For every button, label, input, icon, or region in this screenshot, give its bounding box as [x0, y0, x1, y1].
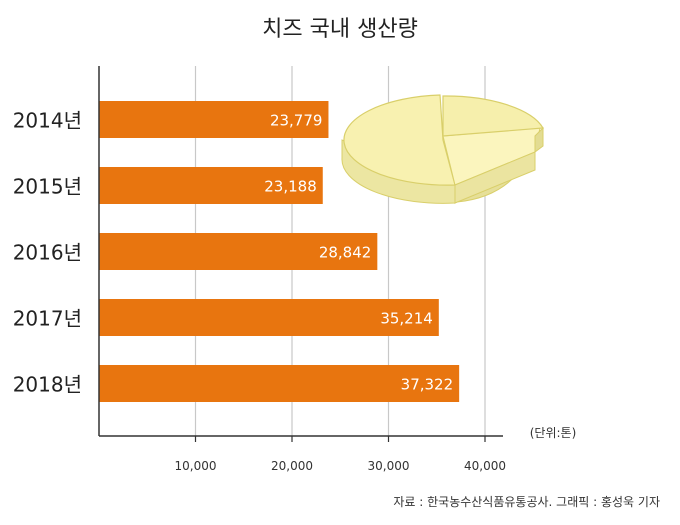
x-tick-label-0: 10,000 [175, 459, 217, 473]
source-note: 자료 : 한국농수산식품유통공사. 그래픽 : 홍성욱 기자 [393, 495, 660, 509]
value-label-0: 23,779 [270, 112, 323, 130]
bar-3 [99, 299, 439, 336]
x-tick-label-3: 40,000 [464, 459, 506, 473]
category-label-3: 2017년 [13, 307, 82, 331]
cheese-wheel-illustration [341, 94, 544, 204]
x-tick-label-1: 20,000 [271, 459, 313, 473]
category-label-4: 2018년 [13, 373, 82, 397]
value-label-3: 35,214 [380, 310, 433, 328]
bars-group: 23,779 2014년 23,188 2015년 28,842 2016년 35,214 2… [13, 101, 460, 402]
category-label-1: 2015년 [13, 175, 82, 199]
x-tick-label-2: 30,000 [368, 459, 410, 473]
bar-2 [99, 233, 378, 270]
bar-1 [99, 167, 323, 204]
x-axis-ticks: 10,000 20,000 30,000 40,000 [175, 436, 506, 473]
bar-0 [99, 101, 329, 138]
bar-4 [99, 365, 460, 402]
value-label-2: 28,842 [319, 244, 372, 262]
value-label-1: 23,188 [264, 178, 317, 196]
value-label-4: 37,322 [401, 376, 454, 394]
category-label-2: 2016년 [13, 241, 82, 265]
chart-title: 치즈 국내 생산량 [262, 17, 418, 42]
category-label-0: 2014년 [13, 109, 82, 133]
unit-label: (단위:톤) [530, 426, 577, 440]
